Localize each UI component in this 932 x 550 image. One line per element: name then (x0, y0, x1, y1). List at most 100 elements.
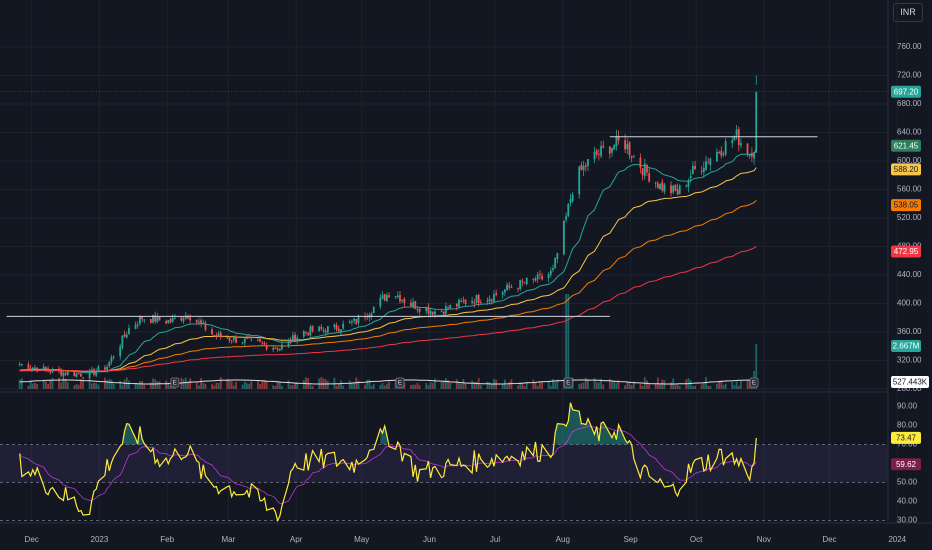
volume-bar (51, 378, 54, 389)
candle-body (187, 316, 189, 319)
candle-body (211, 329, 213, 335)
price-axis-label: 640.00 (897, 128, 922, 137)
candle-body (106, 366, 108, 371)
candle-body (261, 342, 264, 344)
currency-selector[interactable]: INR (893, 3, 923, 22)
candle-body (29, 368, 32, 370)
volume-bar (473, 382, 476, 389)
candle-body (447, 307, 449, 309)
volume-bar (232, 385, 235, 389)
candle-body (582, 165, 585, 171)
candle-body (180, 317, 183, 321)
volume-bar (104, 377, 106, 389)
candle-body (79, 373, 82, 377)
candle-body (90, 369, 93, 371)
volume-bar (410, 385, 412, 389)
volume-bar (731, 381, 734, 389)
candle-body (141, 316, 143, 320)
candle-body (477, 294, 480, 303)
candle-body (676, 189, 679, 195)
volume-bar (521, 383, 524, 389)
candle-body (689, 175, 692, 179)
volume-bar (630, 385, 633, 389)
candle-body (705, 161, 707, 170)
candle-body (34, 367, 36, 369)
candle-body (88, 370, 91, 379)
volume-bar (370, 385, 373, 389)
volume-bar (335, 385, 338, 389)
volume-bar (184, 377, 187, 389)
candle-body (278, 348, 281, 351)
ema-long-tag: 538.05 (894, 201, 919, 210)
volume-bar (486, 381, 489, 389)
candle-body (569, 199, 572, 203)
volume-bar (462, 378, 465, 389)
volume-bar (340, 380, 342, 389)
candle-body (547, 274, 550, 278)
candle-body (648, 173, 651, 182)
candle-body (615, 136, 618, 147)
candle-body (265, 345, 268, 350)
rsi-axis-label: 80.00 (897, 421, 918, 430)
candle-body (427, 306, 430, 314)
candle-body (552, 268, 554, 270)
volume-bar (674, 385, 677, 389)
candle-body (458, 299, 460, 308)
volume-bar (678, 385, 681, 389)
volume-bar (320, 377, 323, 389)
candle-body (597, 154, 600, 156)
volume-bar (73, 385, 76, 389)
volume-bar (226, 378, 229, 389)
volume-bar (641, 385, 644, 389)
volume-bar (471, 380, 474, 389)
candle-body (722, 153, 725, 155)
candle-body (333, 324, 336, 328)
volume-bar (123, 379, 126, 389)
volume-bar (75, 384, 78, 389)
candle-body (307, 332, 310, 336)
last-price-tag: 697.20 (894, 87, 919, 96)
volume-bar (611, 380, 613, 389)
volume-bar (90, 383, 93, 389)
candle-body (202, 322, 205, 325)
candle-body (654, 182, 657, 184)
volume-bar (296, 382, 299, 389)
candle-body (36, 367, 39, 372)
candle-body (401, 300, 404, 302)
volume-bar (27, 385, 30, 389)
candle-body (62, 372, 65, 377)
candle-body (20, 364, 23, 366)
candle-body (429, 311, 432, 315)
volume-bar (66, 382, 69, 389)
candle-body (189, 317, 192, 321)
candle-body (257, 339, 259, 341)
candle-body (322, 329, 325, 331)
candle-body (449, 304, 452, 309)
candle-body (442, 311, 445, 315)
candle-body (471, 301, 474, 303)
volume-bar (149, 382, 152, 389)
candle-body (694, 166, 696, 169)
time-axis-label: Feb (160, 535, 174, 544)
time-axis-label: Aug (556, 535, 570, 544)
candle-body (340, 329, 342, 333)
price-axis-label: 560.00 (897, 185, 922, 194)
volume-bar (58, 377, 60, 389)
candle-body (385, 294, 388, 302)
candle-body (335, 325, 338, 330)
candle-body (138, 316, 141, 324)
candle-body (372, 306, 375, 314)
candle-body (740, 143, 742, 146)
volume-bar (431, 383, 434, 389)
candle-body (281, 344, 283, 350)
volume-bar (368, 379, 371, 389)
ema-longest-tag-bg (891, 245, 921, 258)
volume-bar (309, 384, 312, 389)
candle-body (18, 364, 21, 366)
volume-bar (429, 382, 432, 389)
volume-bar (702, 383, 705, 389)
candle-body (381, 295, 384, 299)
candle-body (479, 302, 482, 304)
candle-body (158, 316, 161, 321)
